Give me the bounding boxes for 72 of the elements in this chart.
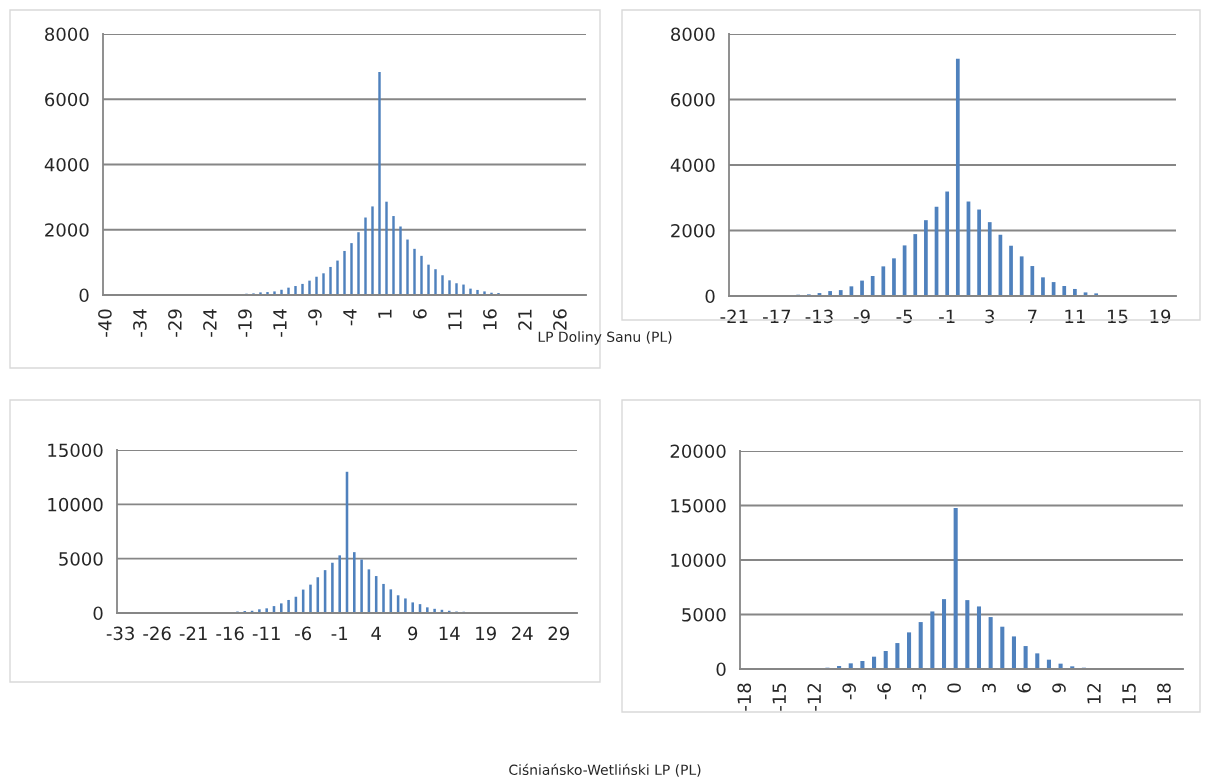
x-tick-label: 3 [985, 309, 995, 324]
y-tick-label: 4000 [44, 157, 89, 172]
x-tick-label: 9 [408, 626, 418, 641]
x-tick-label: -13 [805, 309, 833, 324]
y-tick-label: 0 [79, 288, 89, 303]
y-tick-label: 4000 [670, 158, 715, 173]
x-tick-label: 21 [518, 309, 532, 330]
y-tick-label: 5000 [682, 607, 726, 622]
x-tick-label: -6 [877, 683, 891, 700]
x-tick-label: -6 [295, 626, 312, 641]
x-tick-label: -29 [168, 309, 182, 337]
x-tick-label: -3 [912, 683, 926, 700]
x-tick-label: -9 [842, 683, 856, 700]
x-tick-label: -33 [106, 626, 134, 641]
y-tick-label: 5000 [59, 552, 103, 566]
x-tick-label: -17 [763, 309, 791, 323]
x-tick-label: -14 [273, 309, 287, 337]
y-tick-label: 15000 [671, 498, 726, 513]
x-tick-label: 0 [947, 683, 961, 693]
x-tick-label: -24 [203, 309, 217, 337]
x-tick-label: -19 [238, 309, 252, 337]
x-tick-label: 16 [483, 309, 497, 330]
y-tick-label: 8000 [45, 27, 89, 42]
x-tick-label: -18 [737, 683, 752, 711]
text: Ciśniańsko-Wetliński LP (PL) [509, 763, 701, 777]
x-tick-label: 9 [1052, 683, 1066, 693]
x-tick-label: 24 [512, 626, 533, 640]
x-tick-label: 15 [1107, 309, 1128, 324]
x-tick-label: -21 [179, 626, 207, 640]
x-tick-label: -9 [308, 309, 322, 326]
x-tick-label: -16 [216, 626, 244, 641]
x-tick-label: 11 [448, 309, 462, 330]
y-tick-label: 10000 [48, 497, 103, 512]
y-tick-label: 0 [705, 289, 715, 304]
x-tick-label: -34 [133, 309, 147, 337]
x-tick-label: -1 [331, 626, 348, 640]
x-tick-label: -11 [252, 626, 280, 640]
x-tick-label: 18 [1157, 683, 1171, 704]
x-tick-label: -40 [98, 309, 112, 337]
x-tick-label: 1 [378, 309, 392, 318]
text: LP Doliny Sanu (PL) [538, 331, 672, 345]
x-tick-label: -5 [896, 309, 913, 324]
y-tick-label: 2000 [671, 223, 715, 238]
y-tick-label: 20000 [670, 444, 726, 459]
y-tick-label: 8000 [671, 27, 715, 42]
x-tick-label: 6 [413, 309, 427, 319]
x-tick-label: -12 [807, 684, 821, 711]
y-tick-label: 0 [93, 606, 103, 621]
x-tick-label: -1 [939, 309, 955, 323]
x-tick-label: 7 [1028, 309, 1037, 323]
x-tick-label: -21 [720, 309, 748, 323]
x-tick-label: -9 [853, 309, 870, 324]
x-tick-label: 3 [982, 683, 996, 693]
y-tick-label: 6000 [671, 92, 715, 107]
y-tick-label: 10000 [671, 553, 726, 568]
y-tick-label: 15000 [48, 443, 103, 458]
x-tick-label: 19 [476, 626, 496, 641]
y-tick-label: 2000 [45, 223, 89, 237]
x-tick-label: -4 [343, 309, 357, 326]
y-tick-label: 6000 [45, 92, 89, 107]
x-tick-label: 29 [548, 626, 569, 641]
x-tick-label: 6 [1017, 683, 1031, 693]
x-tick-label: 15 [1122, 683, 1136, 704]
x-tick-label: 11 [1065, 309, 1085, 323]
x-tick-label: -15 [772, 683, 787, 711]
x-tick-label: -26 [143, 626, 171, 641]
x-tick-label: 19 [1150, 309, 1171, 324]
y-tick-label: 0 [716, 662, 726, 677]
x-tick-label: 26 [553, 309, 567, 330]
x-tick-label: 4 [371, 626, 381, 640]
x-tick-label: 14 [439, 626, 460, 640]
x-tick-label: 12 [1087, 684, 1101, 704]
